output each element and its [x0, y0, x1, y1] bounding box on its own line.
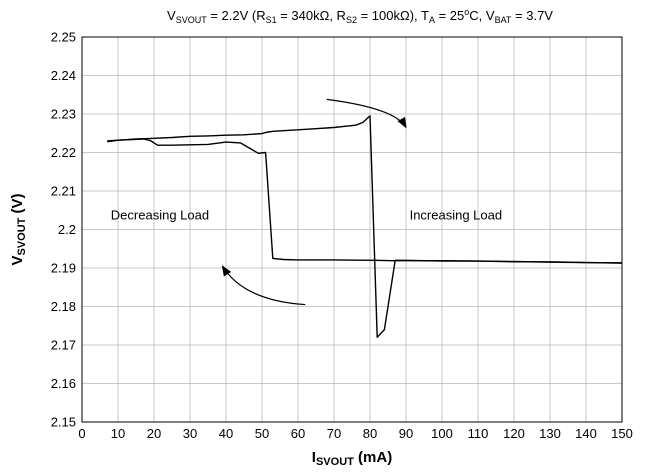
series-line: [107, 138, 623, 264]
x-tick-label: 10: [111, 426, 125, 441]
x-tick-label: 20: [147, 426, 161, 441]
x-axis-label: ISVOUT (mA): [312, 449, 392, 468]
chart-title-text: VSVOUT = 2.2V (RS1 = 340kΩ, RS2 = 100kΩ)…: [167, 7, 553, 25]
y-tick-label: 2.2: [58, 222, 76, 237]
annotation: Increasing Load: [410, 207, 503, 222]
x-tick-label: 30: [183, 426, 197, 441]
x-tick-label: 0: [78, 426, 85, 441]
y-tick-labels: 2.15 2.16 2.17 2.18 2.19 2.2 2.21 2.22 2.23 2.24 2…: [51, 30, 76, 430]
x-axis-label-text: ISVOUT (mA): [312, 449, 392, 468]
arrows: [221, 98, 407, 306]
x-tick-label: 100: [431, 426, 453, 441]
annotation: Decreasing Load: [111, 207, 209, 222]
x-tick-labels: 0 10 20 30 40 50 60 70 80 90 100 110 120 130 140 150: [78, 426, 632, 441]
x-tick-label: 150: [611, 426, 633, 441]
series-line: [107, 115, 623, 338]
y-tick-label: 2.17: [51, 338, 76, 353]
x-tick-label: 40: [219, 426, 233, 441]
y-axis-label-text: VSVOUT (V): [9, 193, 28, 265]
x-tick-label: 130: [539, 426, 561, 441]
y-tick-label: 2.18: [51, 299, 76, 314]
annotations: Decreasing Load Increasing Load: [111, 207, 502, 222]
y-tick-label: 2.19: [51, 261, 76, 276]
y-axis-label: VSVOUT (V): [9, 193, 28, 265]
x-tick-label: 50: [255, 426, 269, 441]
x-tick-label: 70: [327, 426, 341, 441]
y-tick-label: 2.23: [51, 107, 76, 122]
chart-title: VSVOUT = 2.2V (RS1 = 340kΩ, RS2 = 100kΩ)…: [167, 7, 553, 25]
x-tick-label: 90: [399, 426, 413, 441]
y-tick-label: 2.21: [51, 184, 76, 199]
grid: [81, 36, 623, 423]
y-tick-label: 2.24: [51, 68, 76, 83]
y-tick-label: 2.25: [51, 30, 76, 45]
x-tick-label: 140: [575, 426, 597, 441]
x-tick-label: 80: [363, 426, 377, 441]
plot-frame: [81, 36, 623, 423]
x-tick-label: 120: [503, 426, 525, 441]
x-tick-label: 110: [468, 426, 489, 441]
y-tick-label: 2.15: [51, 415, 76, 430]
arrow-increasing: [326, 98, 407, 129]
y-tick-label: 2.22: [51, 145, 76, 160]
y-tick-label: 2.16: [51, 376, 76, 391]
x-tick-label: 60: [291, 426, 305, 441]
series: [107, 115, 623, 338]
arrow-decreasing: [221, 265, 306, 306]
